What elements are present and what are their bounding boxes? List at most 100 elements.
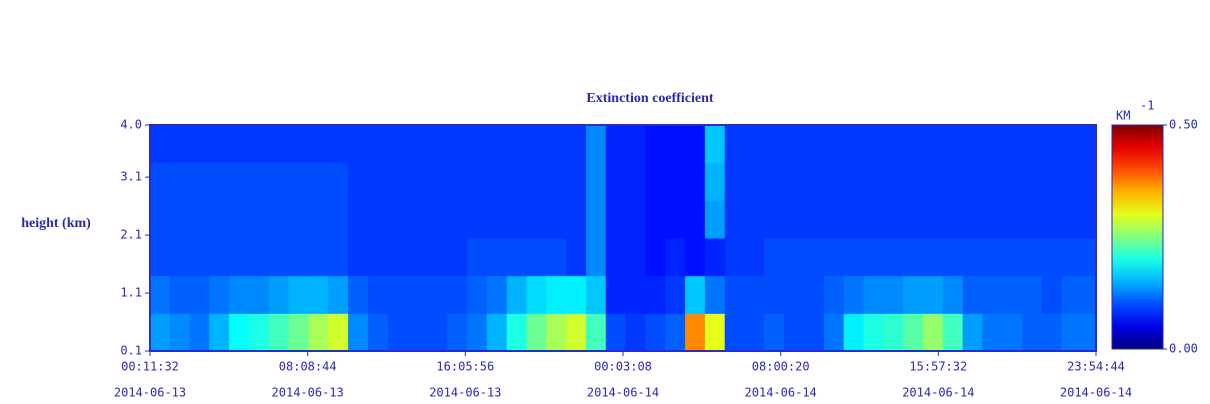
heatmap-cell — [863, 238, 883, 276]
heatmap-cell — [427, 125, 447, 163]
heatmap-cell — [526, 238, 546, 276]
heatmap-cell — [745, 313, 765, 351]
heatmap-cell — [467, 238, 487, 276]
heatmap-cell — [289, 313, 309, 351]
heatmap-cell — [487, 200, 507, 238]
x-tick-label: 08:08:44 — [279, 360, 337, 374]
heatmap-cell — [982, 276, 1002, 314]
heatmap-cell — [368, 238, 388, 276]
heatmap-cell — [1042, 238, 1062, 276]
heatmap-cell — [289, 125, 309, 163]
heatmap-cell — [784, 163, 804, 201]
heatmap-cell — [844, 125, 864, 163]
heatmap-cell — [606, 313, 626, 351]
heatmap-cell — [745, 125, 765, 163]
x-tick-label: 2014-06-13 — [429, 386, 501, 400]
heatmap-cell — [804, 313, 824, 351]
heatmap-cell — [487, 276, 507, 314]
heatmap-cell — [229, 163, 249, 201]
heatmap-cell — [526, 313, 546, 351]
heatmap-cell — [427, 276, 447, 314]
heatmap-cell — [368, 276, 388, 314]
heatmap-cell — [566, 313, 586, 351]
heatmap-cell — [1062, 200, 1082, 238]
heatmap-cell — [824, 238, 844, 276]
heatmap-cell — [328, 200, 348, 238]
heatmap-cell — [1022, 276, 1042, 314]
colorbar — [1112, 125, 1163, 349]
heatmap-cell — [804, 125, 824, 163]
heatmap-cell — [745, 200, 765, 238]
heatmap-cell — [1082, 200, 1102, 238]
y-tick-label: 3.1 — [120, 170, 142, 184]
heatmap-cell — [209, 313, 229, 351]
heatmap-cell — [170, 276, 190, 314]
heatmap-cell — [328, 125, 348, 163]
x-tick-label: 2014-06-14 — [587, 386, 659, 400]
heatmap-cell — [229, 313, 249, 351]
heatmap-cell — [467, 163, 487, 201]
heatmap-cell — [1042, 276, 1062, 314]
heatmap-cell — [1002, 238, 1022, 276]
heatmap-cell — [665, 163, 685, 201]
y-tick-label: 2.1 — [120, 228, 142, 242]
heatmap-cell — [804, 276, 824, 314]
heatmap-cell — [546, 276, 566, 314]
heatmap-cell — [487, 238, 507, 276]
heatmap-cell — [606, 125, 626, 163]
heatmap-cell — [784, 313, 804, 351]
heatmap-cell — [189, 276, 209, 314]
heatmap-cell — [209, 125, 229, 163]
heatmap-cell — [1022, 238, 1042, 276]
heatmap-cell — [626, 163, 646, 201]
heatmap-cell — [824, 125, 844, 163]
heatmap-cell — [883, 200, 903, 238]
heatmap-cell — [408, 200, 428, 238]
heatmap-cell — [467, 200, 487, 238]
heatmap-cell — [1002, 200, 1022, 238]
heatmap-cell — [586, 238, 606, 276]
heatmap-cell — [427, 313, 447, 351]
heatmap-cell — [447, 276, 467, 314]
heatmap-cell — [1002, 276, 1022, 314]
heatmap-cell — [824, 163, 844, 201]
heatmap-cell — [150, 163, 170, 201]
heatmap-cell — [943, 238, 963, 276]
heatmap-cell — [725, 200, 745, 238]
heatmap-cell — [705, 238, 725, 276]
heatmap-cell — [1062, 163, 1082, 201]
heatmap-cell — [388, 238, 408, 276]
heatmap-cell — [1042, 125, 1062, 163]
heatmap-cell — [963, 163, 983, 201]
y-tick-label: 0.1 — [120, 344, 142, 358]
heatmap-cell — [725, 276, 745, 314]
heatmap-cell — [903, 313, 923, 351]
x-tick-label: 2014-06-14 — [745, 386, 817, 400]
heatmap-cell — [170, 163, 190, 201]
x-tick-label: 16:05:56 — [436, 360, 494, 374]
heatmap-cell — [348, 163, 368, 201]
x-tick-label: 2014-06-14 — [902, 386, 974, 400]
heatmap-cell — [745, 276, 765, 314]
heatmap-cell — [308, 313, 328, 351]
heatmap-cell — [189, 200, 209, 238]
heatmap-cell — [269, 163, 289, 201]
x-tick-label: 2014-06-13 — [272, 386, 344, 400]
heatmap-cell — [467, 125, 487, 163]
heatmap-cell — [150, 276, 170, 314]
heatmap-cell — [745, 238, 765, 276]
heatmap-cell — [269, 276, 289, 314]
heatmap-cell — [229, 125, 249, 163]
heatmap-cell — [427, 200, 447, 238]
heatmap-cell — [705, 200, 725, 238]
heatmap-cell — [566, 238, 586, 276]
heatmap-cell — [249, 163, 269, 201]
heatmap-cell — [863, 163, 883, 201]
heatmap-cell — [566, 125, 586, 163]
heatmap-cell — [1082, 125, 1102, 163]
heatmap-cell — [1022, 163, 1042, 201]
heatmap-cell — [982, 238, 1002, 276]
heatmap-cell — [903, 200, 923, 238]
heatmap-cell — [824, 276, 844, 314]
heatmap-cell — [586, 276, 606, 314]
